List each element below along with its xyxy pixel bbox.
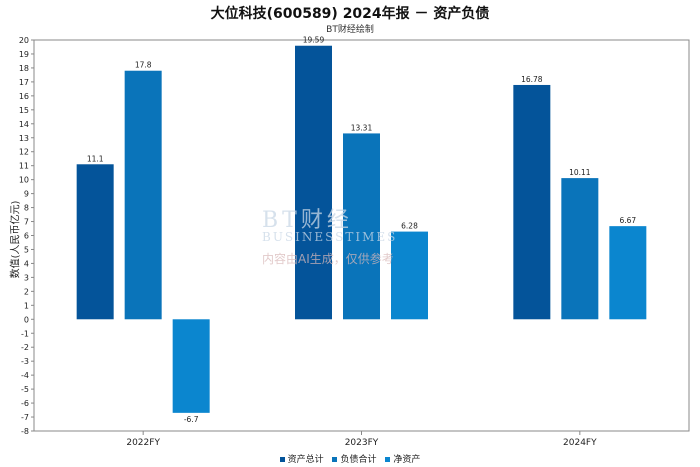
data-label: 6.28 (401, 222, 418, 231)
y-tick-label: 4 (24, 259, 29, 268)
data-label: 16.78 (521, 75, 543, 84)
y-tick-label: 7 (24, 218, 29, 227)
y-tick-label: 2 (24, 287, 29, 296)
y-tick-label: -3 (21, 357, 29, 366)
y-tick-label: -1 (21, 329, 29, 338)
bar (513, 84, 551, 320)
bar (295, 45, 332, 320)
y-tick-label: 0 (24, 315, 29, 324)
y-tick-label: 8 (24, 204, 29, 213)
y-tick-label: 17 (19, 78, 29, 87)
y-tick-label: -4 (21, 371, 29, 380)
x-tick-label: 2023FY (345, 438, 379, 448)
y-tick-label: 19 (19, 50, 29, 59)
data-label: 11.1 (87, 154, 104, 163)
bar (124, 70, 162, 320)
legend-label: 净资产 (393, 455, 421, 465)
x-tick-label: 2024FY (563, 438, 597, 448)
x-tick-label: 2022FY (126, 438, 160, 448)
y-tick-label: 9 (24, 190, 29, 199)
data-label: 17.8 (135, 61, 152, 70)
legend-item: 资产总计 (279, 452, 324, 465)
y-tick-label: 20 (19, 36, 29, 45)
legend-item: 负债合计 (332, 452, 377, 465)
y-tick-label: 18 (19, 64, 29, 73)
bar (391, 231, 428, 320)
y-tick-label: 16 (19, 92, 29, 101)
legend-item: 净资产 (385, 452, 420, 465)
y-tick-label: 13 (19, 134, 29, 143)
y-tick-label: -8 (21, 427, 29, 436)
chart-title: 大位科技(600589) 2024年报 － 资产负债 (210, 6, 490, 22)
y-tick-label: 15 (19, 106, 29, 115)
bar (609, 226, 647, 320)
y-tick-label: 3 (24, 273, 29, 282)
y-tick-label: 10 (19, 176, 29, 185)
legend-swatch (332, 457, 338, 462)
y-tick-label: 12 (19, 148, 29, 157)
bar (343, 133, 380, 320)
bar (172, 319, 210, 413)
y-tick-label: 5 (24, 245, 29, 254)
y-tick-label: 14 (19, 120, 29, 129)
legend-swatch (279, 457, 285, 462)
y-tick-label: 6 (24, 232, 29, 241)
legend-swatch (385, 457, 391, 462)
y-tick-label: -6 (21, 399, 29, 408)
data-label: 19.59 (303, 36, 325, 45)
data-label: 13.31 (351, 123, 373, 132)
legend-label: 资产总计 (287, 455, 324, 465)
legend-label: 负债合计 (340, 455, 377, 465)
y-tick-label: -5 (21, 385, 29, 394)
data-label: 6.67 (619, 216, 636, 225)
bar (76, 164, 114, 320)
bar (561, 178, 599, 320)
y-tick-label: -7 (21, 413, 29, 422)
chart-subtitle: BT财经绘制 (326, 25, 374, 35)
data-label: 10.11 (569, 168, 591, 177)
y-tick-label: 1 (24, 301, 29, 310)
y-tick-label: 11 (19, 162, 29, 171)
data-label: -6.7 (184, 415, 199, 424)
legend: 资产总计 负债合计 净资产 (0, 452, 700, 465)
y-tick-label: -2 (21, 343, 29, 352)
